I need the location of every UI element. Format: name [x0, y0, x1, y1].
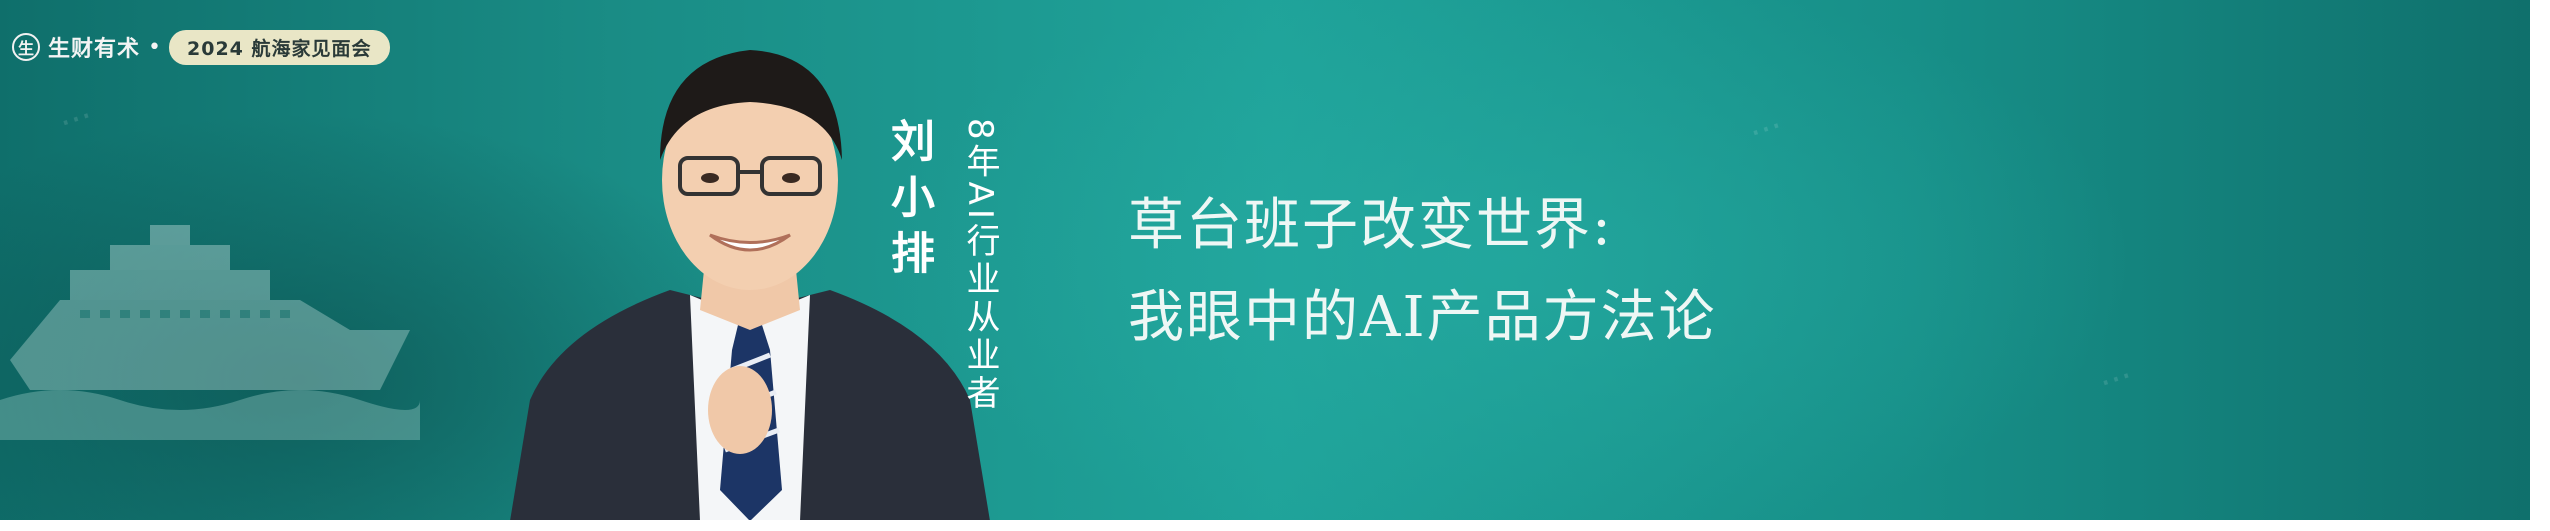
speaker-role: 8年AI行业从业者 — [960, 118, 1000, 413]
brand-separator: • — [148, 34, 161, 60]
bottom-border — [0, 520, 2550, 531]
brand-logo-icon: 生 — [12, 33, 40, 61]
talk-title-line-1: 草台班子改变世界: — [1128, 193, 1613, 258]
right-border — [2530, 0, 2550, 531]
background-watermark: ··· — [2094, 355, 2138, 405]
talk-title: 草台班子改变世界: 我眼中的AI产品方法论 — [1128, 180, 1717, 364]
background-watermark: ··· — [54, 95, 98, 145]
background-watermark: ··· — [1744, 105, 1788, 155]
talk-title-line-2: 我眼中的AI产品方法论 — [1128, 285, 1717, 350]
ship-illustration — [0, 225, 420, 440]
speaker-photo — [510, 50, 990, 521]
speaker-name: 刘小排 — [883, 118, 934, 286]
brand-header: 生 生财有术 • 2024 航海家见面会 — [12, 29, 390, 65]
event-badge: 2024 航海家见面会 — [169, 29, 390, 65]
brand-name: 生财有术 — [48, 37, 141, 62]
